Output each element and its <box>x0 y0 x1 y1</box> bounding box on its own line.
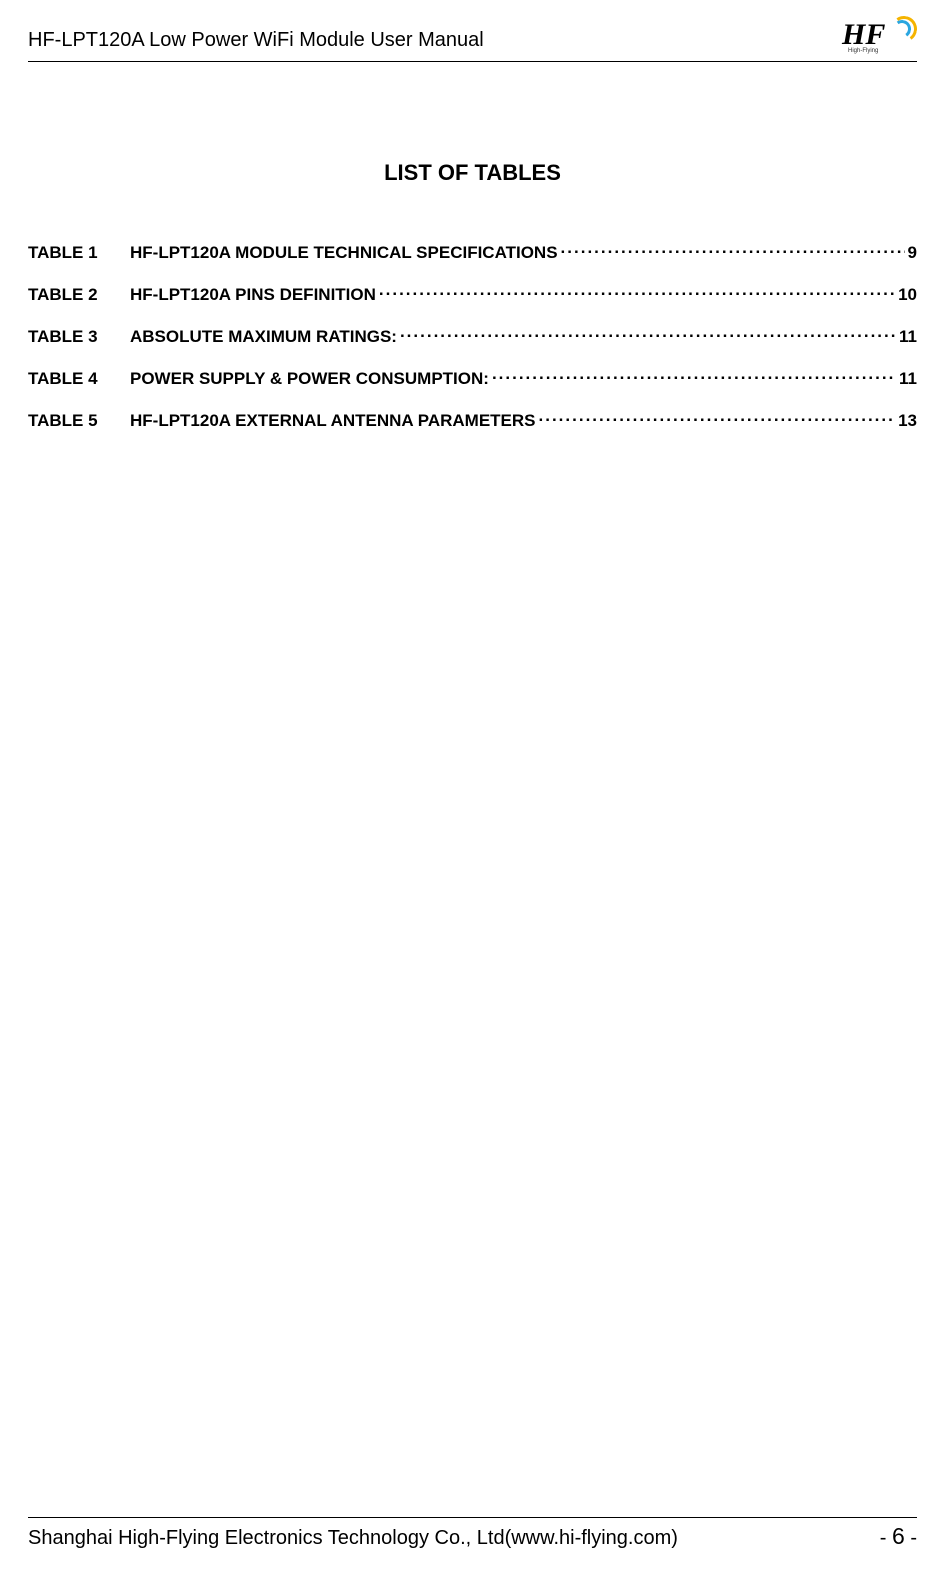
toc-text: ABSOLUTE MAXIMUM RATINGS: <box>130 327 397 347</box>
page-header: HF-LPT120A Low Power WiFi Module User Ma… <box>28 20 917 62</box>
toc-page-number: 11 <box>899 327 917 347</box>
toc-leader-dots <box>492 367 896 384</box>
toc-entry: TABLE 2 HF-LPT120A PINS DEFINITION 10 <box>28 283 917 305</box>
toc-page-number: 9 <box>908 243 917 263</box>
toc-leader-dots <box>561 241 905 258</box>
wifi-arc-icon <box>889 14 919 44</box>
toc-page-number: 10 <box>898 285 917 305</box>
section-title: LIST OF TABLES <box>28 160 917 186</box>
toc-page-number: 11 <box>899 369 917 389</box>
toc-page-number: 13 <box>898 411 917 431</box>
footer-page-num: 6 <box>892 1523 905 1549</box>
footer-page-suffix: - <box>905 1527 917 1549</box>
toc-label: TABLE 2 <box>28 285 130 305</box>
toc-leader-dots <box>400 325 896 342</box>
logo-subtext: High-Flying <box>848 48 878 54</box>
spacer <box>28 431 917 1517</box>
toc-text: HF-LPT120A EXTERNAL ANTENNA PARAMETERS <box>130 411 536 431</box>
toc-label: TABLE 1 <box>28 243 130 263</box>
toc-entry: TABLE 1 HF-LPT120A MODULE TECHNICAL SPEC… <box>28 241 917 263</box>
toc-leader-dots <box>539 409 896 426</box>
footer-page-prefix: - <box>880 1527 892 1549</box>
page-footer: Shanghai High-Flying Electronics Technol… <box>28 1517 917 1550</box>
footer-page-number: - 6 - <box>880 1523 917 1550</box>
toc-entry: TABLE 3 ABSOLUTE MAXIMUM RATINGS: 11 <box>28 325 917 347</box>
header-title: HF-LPT120A Low Power WiFi Module User Ma… <box>28 29 484 52</box>
document-page: HF-LPT120A Low Power WiFi Module User Ma… <box>0 0 945 1580</box>
toc-label: TABLE 3 <box>28 327 130 347</box>
toc-label: TABLE 4 <box>28 369 130 389</box>
toc-text: HF-LPT120A MODULE TECHNICAL SPECIFICATIO… <box>130 243 558 263</box>
list-of-tables: TABLE 1 HF-LPT120A MODULE TECHNICAL SPEC… <box>28 241 917 431</box>
toc-text: HF-LPT120A PINS DEFINITION <box>130 285 376 305</box>
toc-entry: TABLE 5 HF-LPT120A EXTERNAL ANTENNA PARA… <box>28 409 917 431</box>
toc-entry: TABLE 4 POWER SUPPLY & POWER CONSUMPTION… <box>28 367 917 389</box>
toc-text: POWER SUPPLY & POWER CONSUMPTION: <box>130 369 489 389</box>
toc-leader-dots <box>379 283 895 300</box>
footer-text: Shanghai High-Flying Electronics Technol… <box>28 1527 678 1550</box>
logo: HF High-Flying <box>842 20 917 60</box>
logo-text: HF <box>842 18 885 52</box>
toc-label: TABLE 5 <box>28 411 130 431</box>
spacer <box>28 70 917 160</box>
